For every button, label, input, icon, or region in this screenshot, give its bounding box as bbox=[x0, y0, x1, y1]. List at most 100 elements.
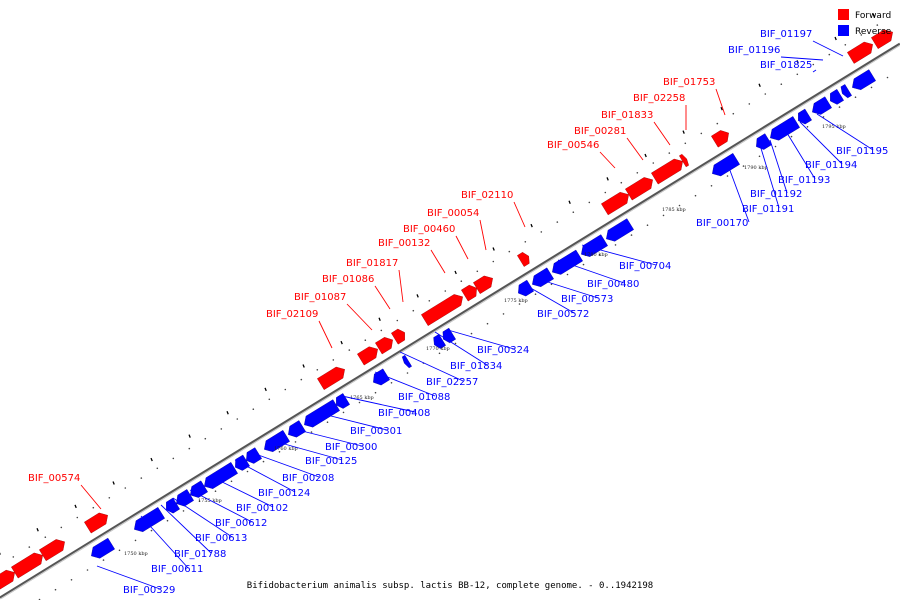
gene-label-BIF_00613[interactable]: BIF_00613 bbox=[172, 497, 247, 544]
forward-gene-arrow[interactable] bbox=[39, 539, 65, 562]
gene-label-BIF_01087[interactable]: BIF_01087 bbox=[294, 292, 373, 331]
gene-label-BIF_00408[interactable]: BIF_00408 bbox=[341, 395, 430, 419]
gene-label-BIF_01196[interactable]: BIF_01196 bbox=[728, 45, 824, 61]
gene-label-BIF_01193[interactable]: BIF_01193 bbox=[778, 132, 830, 186]
gene-label-BIF_02109[interactable]: BIF_02109 bbox=[266, 309, 333, 349]
gene-label-BIF_01191[interactable]: BIF_01191 bbox=[742, 144, 794, 215]
reverse-gene-arrow[interactable] bbox=[532, 267, 554, 288]
gene-name: BIF_01788 bbox=[174, 549, 226, 560]
reverse-gene-arrow[interactable] bbox=[134, 507, 165, 533]
reverse-gene-arrow[interactable] bbox=[798, 108, 812, 125]
forward-gene-arrow[interactable] bbox=[651, 158, 683, 185]
gene-label-BIF_00704[interactable]: BIF_00704 bbox=[581, 244, 671, 272]
gene-label-BIF_00054[interactable]: BIF_00054 bbox=[427, 208, 487, 251]
forward-gene-arrow[interactable] bbox=[625, 177, 653, 201]
forward-gene-arrow[interactable] bbox=[679, 153, 689, 168]
reverse-gene-arrow[interactable] bbox=[812, 96, 832, 115]
reverse-gene-arrow[interactable] bbox=[190, 480, 208, 498]
reverse-gene-arrow[interactable] bbox=[235, 454, 250, 471]
gene-label-BIF_01817[interactable]: BIF_01817 bbox=[346, 258, 404, 303]
forward-gene-arrow[interactable] bbox=[421, 294, 463, 326]
reverse-gene-arrow[interactable] bbox=[176, 489, 194, 507]
gene-label-BIF_02110[interactable]: BIF_02110 bbox=[461, 190, 526, 228]
gene-label-BIF_00574[interactable]: BIF_00574 bbox=[28, 473, 102, 510]
gene-label-BIF_00208[interactable]: BIF_00208 bbox=[249, 451, 334, 484]
gene-label-BIF_01788[interactable]: BIF_01788 bbox=[160, 504, 226, 560]
tick-dot bbox=[86, 569, 89, 571]
forward-gene-arrow[interactable] bbox=[871, 29, 893, 49]
tick-dot bbox=[636, 172, 639, 174]
gene-label-BIF_01088[interactable]: BIF_01088 bbox=[374, 371, 450, 403]
tick-dot bbox=[166, 519, 169, 522]
gene-label-BIF_02258[interactable]: BIF_02258 bbox=[633, 93, 687, 130]
gene-label-BIF_01825[interactable]: BIF_01825 bbox=[760, 60, 817, 73]
gene-label-BIF_00572[interactable]: BIF_00572 bbox=[521, 282, 589, 320]
gene-label-BIF_00329[interactable]: BIF_00329 bbox=[96, 565, 175, 596]
reverse-gene-arrow[interactable] bbox=[264, 430, 290, 453]
gene-label-BIF_00611[interactable]: BIF_00611 bbox=[140, 515, 203, 575]
reverse-gene-arrow[interactable] bbox=[712, 153, 740, 177]
reverse-gene-arrow[interactable] bbox=[336, 393, 350, 409]
forward-gene-arrow[interactable] bbox=[317, 366, 345, 390]
gene-label-BIF_00573[interactable]: BIF_00573 bbox=[534, 277, 613, 305]
gene-label-BIF_00301[interactable]: BIF_00301 bbox=[314, 411, 402, 437]
reverse-gene-arrow[interactable] bbox=[606, 218, 634, 242]
reverse-gene-arrow[interactable] bbox=[246, 447, 262, 464]
forward-gene-arrow[interactable] bbox=[11, 552, 43, 579]
reverse-gene-arrow[interactable] bbox=[840, 84, 852, 99]
reverse-gene-arrow[interactable] bbox=[552, 249, 583, 275]
gene-label-BIF_00324[interactable]: BIF_00324 bbox=[447, 329, 529, 356]
gene-label-BIF_00124[interactable]: BIF_00124 bbox=[234, 459, 310, 499]
gene-label-BIF_01194[interactable]: BIF_01194 bbox=[799, 121, 857, 171]
gene-label-BIF_02257[interactable]: BIF_02257 bbox=[399, 351, 478, 388]
forward-gene-arrow[interactable] bbox=[517, 252, 530, 267]
reverse-gene-arrow[interactable] bbox=[581, 234, 608, 257]
forward-gene-arrow[interactable] bbox=[711, 130, 729, 148]
reverse-gene-arrow[interactable] bbox=[204, 462, 238, 489]
gene-label-BIF_00125[interactable]: BIF_00125 bbox=[269, 439, 357, 467]
gene-label-BIF_01195[interactable]: BIF_01195 bbox=[816, 113, 888, 157]
gene-label-BIF_01833[interactable]: BIF_01833 bbox=[601, 110, 671, 146]
gene-label-BIF_00480[interactable]: BIF_00480 bbox=[557, 259, 639, 290]
forward-gene-arrow[interactable] bbox=[375, 337, 393, 355]
forward-gene-arrow[interactable] bbox=[601, 191, 629, 216]
forward-gene-arrow[interactable] bbox=[84, 512, 108, 534]
gene-label-BIF_00281[interactable]: BIF_00281 bbox=[574, 126, 644, 161]
gene-label-BIF_01086[interactable]: BIF_01086 bbox=[322, 274, 391, 310]
tick-dot bbox=[470, 332, 473, 335]
gene-name: BIF_00301 bbox=[350, 426, 402, 437]
gene-label-BIF_00460[interactable]: BIF_00460 bbox=[403, 224, 469, 260]
reverse-gene-arrow[interactable] bbox=[288, 420, 306, 438]
reverse-gene-arrow[interactable] bbox=[852, 69, 876, 91]
reverse-gene-arrow[interactable] bbox=[770, 116, 800, 141]
gene-label-BIF_01197[interactable]: BIF_01197 bbox=[760, 29, 844, 57]
leader-line bbox=[447, 329, 515, 350]
forward-gene-arrow[interactable] bbox=[473, 275, 493, 294]
forward-gene-arrow[interactable] bbox=[0, 569, 15, 592]
gene-label-BIF_01834[interactable]: BIF_01834 bbox=[434, 331, 502, 372]
forward-gene-arrow[interactable] bbox=[357, 346, 378, 366]
tick-dot bbox=[684, 142, 687, 145]
tick-dot bbox=[588, 201, 591, 204]
forward-gene-arrow[interactable] bbox=[461, 284, 477, 302]
reverse-gene-arrow[interactable] bbox=[830, 89, 844, 105]
reverse-gene-arrow[interactable] bbox=[433, 334, 446, 349]
reverse-gene-arrow[interactable] bbox=[756, 133, 772, 150]
gene-name: BIF_01192 bbox=[750, 189, 802, 200]
gene-label-BIF_00102[interactable]: BIF_00102 bbox=[213, 477, 288, 514]
tick-dot bbox=[556, 221, 559, 223]
gene-name: BIF_00704 bbox=[619, 261, 671, 272]
reverse-gene-arrow[interactable] bbox=[166, 497, 180, 514]
tick-dot bbox=[646, 224, 649, 226]
gene-label-BIF_00546[interactable]: BIF_00546 bbox=[547, 140, 616, 169]
gene-label-BIF_00170[interactable]: BIF_00170 bbox=[696, 164, 750, 229]
gene-label-BIF_00612[interactable]: BIF_00612 bbox=[189, 489, 267, 529]
forward-gene-arrow[interactable] bbox=[847, 41, 873, 64]
gene-label-BIF_00132[interactable]: BIF_00132 bbox=[378, 238, 446, 274]
reverse-gene-arrow[interactable] bbox=[401, 354, 412, 369]
gene-label-BIF_00300[interactable]: BIF_00300 bbox=[289, 427, 377, 453]
gene-label-BIF_01753[interactable]: BIF_01753 bbox=[663, 77, 726, 116]
reverse-gene-arrow[interactable] bbox=[91, 537, 115, 559]
forward-gene-arrow[interactable] bbox=[391, 328, 405, 345]
gene-label-BIF_01192[interactable]: BIF_01192 bbox=[750, 139, 802, 200]
